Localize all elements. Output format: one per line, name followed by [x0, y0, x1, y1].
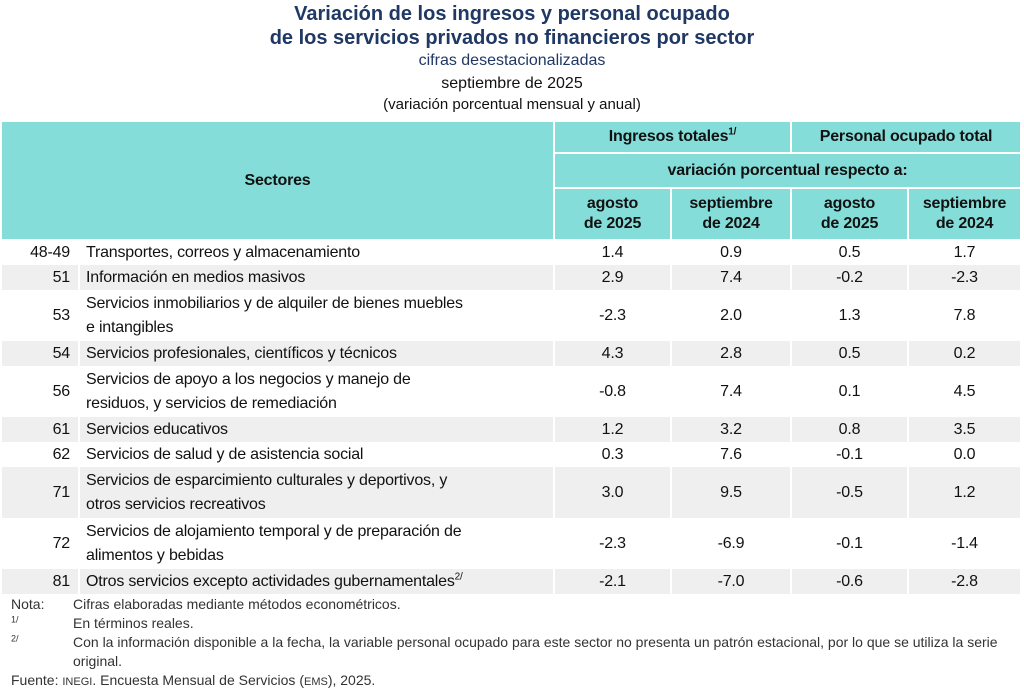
title-line-2: de los servicios privados no financieros…: [269, 27, 755, 49]
value-cell: -2.3: [553, 290, 672, 341]
value-cell: -0.1: [790, 518, 909, 569]
sector-code: 54: [0, 341, 80, 366]
header-personal: Personal ocupado total: [789, 120, 1023, 154]
sector-name: Información en medios masivos: [78, 265, 555, 290]
header-col: agosto de 2025: [790, 187, 909, 241]
value-cell: 0.0: [906, 442, 1023, 467]
notes: Nota: Cifras elaboradas mediante métodos …: [11, 595, 1016, 692]
sector-name: Servicios de salud y de asistencia socia…: [78, 442, 555, 467]
nota-label: Nota:: [11, 596, 45, 612]
value-cell: 0.9: [670, 240, 792, 265]
value-cell: 1.3: [790, 290, 909, 341]
value-cell: -2.8: [906, 569, 1023, 594]
sector-name: Servicios de apoyo a los negocios y mane…: [78, 366, 555, 417]
value-cell: 7.8: [906, 290, 1023, 341]
value-cell: 3.2: [670, 417, 792, 442]
nota-text: Cifras elaboradas mediante métodos econo…: [73, 596, 401, 612]
value-cell: 7.6: [670, 442, 792, 467]
table-row: 48-49 Transportes, correos y almacenamien…: [0, 240, 1023, 265]
value-cell: 1.2: [906, 467, 1023, 518]
sector-code: 61: [0, 417, 80, 442]
value-cell: -7.0: [670, 569, 792, 594]
value-cell: 1.2: [553, 417, 672, 442]
value-cell: -0.5: [790, 467, 909, 518]
subtitle: cifras desestacionalizadas: [418, 52, 606, 69]
header-col: septiembre de 2024: [906, 187, 1023, 241]
sector-name: Servicios de esparcimiento culturales y …: [78, 467, 555, 518]
value-cell: -6.9: [670, 518, 792, 569]
value-cell: 9.5: [670, 467, 792, 518]
table-row: 62 Servicios de salud y de asistencia soc…: [0, 442, 1023, 467]
header-sectores: Sectores: [0, 120, 555, 241]
sector-code: 62: [0, 442, 80, 467]
value-cell: 2.9: [553, 265, 672, 290]
sector-code: 53: [0, 290, 80, 341]
value-cell: 4.5: [906, 366, 1023, 417]
value-cell: 2.0: [670, 290, 792, 341]
data-table: Sectores Ingresos totales1/ Personal ocu…: [0, 120, 1023, 594]
table-row: 72 Servicios de alojamiento temporal y de…: [0, 518, 1023, 569]
header-variacion: variación porcentual respecto a:: [552, 152, 1023, 189]
table-row: 81 Otros servicios excepto actividades gu…: [0, 569, 1023, 594]
note-2-label: 2/: [11, 633, 19, 644]
sector-name: Servicios educativos: [78, 417, 555, 442]
sector-code: 81: [0, 569, 80, 594]
unit-note: (variación porcentual mensual y anual): [383, 96, 641, 113]
header-col: agosto de 2025: [553, 187, 672, 241]
value-cell: 0.5: [790, 240, 909, 265]
sector-name: Otros servicios excepto actividades gube…: [78, 569, 555, 594]
note-1-text: En términos reales.: [73, 615, 194, 631]
sector-code: 71: [0, 467, 80, 518]
period: septiembre de 2025: [441, 75, 583, 92]
value-cell: -0.1: [790, 442, 909, 467]
value-cell: 7.4: [670, 366, 792, 417]
sector-code: 56: [0, 366, 80, 417]
sector-code: 72: [0, 518, 80, 569]
table-row: 71 Servicios de esparcimiento culturales …: [0, 467, 1023, 518]
value-cell: 7.4: [670, 265, 792, 290]
value-cell: -0.2: [790, 265, 909, 290]
value-cell: -0.8: [553, 366, 672, 417]
title-line-1: Variación de los ingresos y personal ocu…: [294, 3, 730, 25]
value-cell: 0.5: [790, 341, 909, 366]
value-cell: 3.0: [553, 467, 672, 518]
value-cell: 1.4: [553, 240, 672, 265]
value-cell: -2.3: [906, 265, 1023, 290]
value-cell: -1.4: [906, 518, 1023, 569]
value-cell: 2.8: [670, 341, 792, 366]
header-col: septiembre de 2024: [670, 187, 792, 241]
sector-name: Servicios de alojamiento temporal y de p…: [78, 518, 555, 569]
table-row: 53 Servicios inmobiliarios y de alquiler …: [0, 290, 1023, 341]
value-cell: 0.2: [906, 341, 1023, 366]
value-cell: -0.6: [790, 569, 909, 594]
header-ingresos: Ingresos totales1/: [553, 120, 792, 154]
value-cell: 0.3: [553, 442, 672, 467]
table-row: 51 Información en medios masivos 2.9 7.4 -0.…: [0, 265, 1023, 290]
table-row: 61 Servicios educativos 1.2 3.2 0.8 3.5: [0, 417, 1023, 442]
value-cell: -2.1: [553, 569, 672, 594]
table-row: 56 Servicios de apoyo a los negocios y ma…: [0, 366, 1023, 417]
sector-code: 48-49: [0, 240, 80, 265]
sector-name: Transportes, correos y almacenamiento: [78, 240, 555, 265]
note-2-text: Con la información disponible a la fecha…: [73, 634, 998, 669]
sector-name: Servicios profesionales, científicos y t…: [78, 341, 555, 366]
value-cell: 1.7: [906, 240, 1023, 265]
note-1-label: 1/: [11, 614, 19, 625]
source: Fuente: INEGI. Encuesta Mensual de Servi…: [11, 672, 376, 688]
value-cell: 4.3: [553, 341, 672, 366]
value-cell: -2.3: [553, 518, 672, 569]
value-cell: 0.8: [790, 417, 909, 442]
table-row: 54 Servicios profesionales, científicos y…: [0, 341, 1023, 366]
value-cell: 0.1: [790, 366, 909, 417]
sector-code: 51: [0, 265, 80, 290]
value-cell: 3.5: [906, 417, 1023, 442]
sector-name: Servicios inmobiliarios y de alquiler de…: [78, 290, 555, 341]
